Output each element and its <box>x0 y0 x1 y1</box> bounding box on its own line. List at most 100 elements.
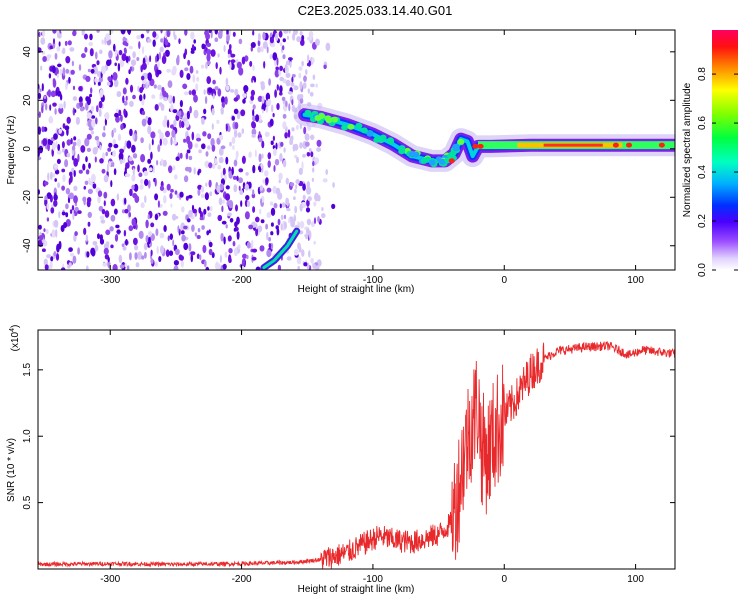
noise-speckle <box>141 118 147 127</box>
noise-speckle <box>315 38 320 46</box>
noise-speckle <box>96 60 100 66</box>
noise-speckle <box>204 192 209 201</box>
noise-speckle <box>147 125 152 135</box>
noise-speckle <box>285 177 289 185</box>
noise-speckle <box>162 159 167 167</box>
noise-speckle <box>129 100 134 107</box>
noise-speckle <box>71 145 76 151</box>
noise-speckle <box>272 52 278 61</box>
noise-speckle <box>107 76 112 82</box>
noise-speckle <box>201 143 206 150</box>
colorbar-tick-label: 0.0 <box>697 263 708 277</box>
noise-speckle <box>76 138 81 147</box>
colorbar-tick-label: 0.4 <box>697 165 708 179</box>
noise-speckle <box>152 31 157 38</box>
noise-speckle <box>159 46 164 53</box>
x-tick-label: 100 <box>627 275 644 286</box>
noise-speckle <box>41 126 45 133</box>
noise-speckle <box>132 94 136 100</box>
noise-speckle <box>278 179 281 184</box>
noise-speckle <box>57 33 62 39</box>
noise-speckle <box>120 123 124 131</box>
noise-speckle <box>53 194 58 201</box>
noise-speckle <box>166 183 171 191</box>
y-tick-label: 0 <box>22 146 33 152</box>
noise-speckle <box>104 113 107 118</box>
noise-speckle <box>315 83 319 88</box>
noise-speckle <box>113 127 117 133</box>
noise-speckle <box>317 216 320 223</box>
noise-speckle <box>224 96 228 105</box>
noise-speckle <box>211 252 215 259</box>
noise-speckle <box>188 209 193 218</box>
noise-speckle <box>304 133 310 141</box>
noise-speckle <box>96 105 99 113</box>
noise-speckle <box>190 251 196 256</box>
noise-speckle <box>291 99 294 106</box>
noise-speckle <box>40 37 46 45</box>
noise-speckle <box>216 119 220 124</box>
noise-speckle <box>259 114 262 122</box>
noise-speckle <box>69 209 73 214</box>
noise-speckle <box>114 112 119 118</box>
noise-speckle <box>197 228 201 233</box>
noise-speckle <box>257 95 263 102</box>
noise-speckle <box>219 66 222 75</box>
noise-speckle <box>105 112 110 121</box>
noise-speckle <box>233 108 239 115</box>
noise-speckle <box>246 200 251 208</box>
trace-blob <box>366 130 374 137</box>
noise-speckle <box>248 151 252 158</box>
colorbar-ticks: 0.0 0.2 0.4 0.6 0.8 <box>697 67 738 277</box>
noise-speckle <box>288 30 291 34</box>
noise-speckle <box>279 91 283 96</box>
noise-speckle <box>207 206 210 211</box>
noise-speckle <box>199 216 204 221</box>
noise-speckle <box>62 47 66 55</box>
noise-speckle <box>152 164 155 174</box>
noise-speckle <box>246 254 249 260</box>
noise-speckle <box>128 156 133 162</box>
noise-speckle <box>41 83 44 92</box>
noise-speckle <box>140 202 145 209</box>
noise-speckle <box>200 185 205 193</box>
noise-speckle <box>180 110 184 117</box>
noise-speckle <box>46 54 52 59</box>
noise-speckle <box>241 128 245 134</box>
noise-speckle <box>204 30 209 36</box>
noise-speckle <box>282 121 287 130</box>
secondary-trace-core <box>262 229 299 270</box>
noise-speckle <box>255 227 259 237</box>
noise-speckle <box>189 65 194 74</box>
noise-speckle <box>222 167 226 176</box>
noise-speckle <box>54 178 57 182</box>
noise-speckle <box>71 167 75 173</box>
noise-speckle <box>98 108 102 117</box>
noise-speckle <box>78 169 83 174</box>
noise-speckle <box>238 67 244 76</box>
noise-speckle <box>134 252 138 260</box>
noise-speckle <box>129 84 134 93</box>
noise-speckle <box>78 64 82 71</box>
noise-speckle <box>50 204 55 209</box>
noise-speckle <box>240 200 243 208</box>
noise-speckle <box>233 97 239 102</box>
noise-speckle <box>261 140 265 149</box>
noise-speckle <box>118 49 123 56</box>
noise-speckle <box>132 51 136 59</box>
noise-speckle <box>52 30 57 34</box>
noise-speckle <box>252 206 256 213</box>
noise-speckle <box>122 246 127 251</box>
noise-speckle <box>207 133 212 140</box>
noise-speckle <box>155 228 159 236</box>
noise-speckle <box>306 186 312 195</box>
noise-speckle <box>157 61 160 68</box>
noise-speckle <box>105 151 108 157</box>
noise-speckle <box>299 31 303 36</box>
noise-speckle <box>148 167 153 172</box>
noise-speckle <box>301 60 304 67</box>
noise-speckle <box>178 120 182 129</box>
noise-speckle <box>52 173 56 178</box>
noise-speckle <box>270 231 274 236</box>
